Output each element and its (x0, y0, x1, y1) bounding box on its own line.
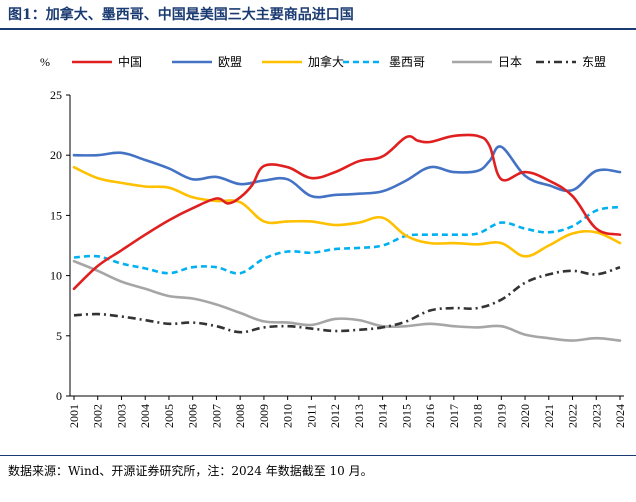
figure-title: 图1：加拿大、墨西哥、中国是美国三大主要商品进口国 (8, 7, 354, 23)
title-divider (0, 28, 636, 30)
y-tick-label: 10 (50, 269, 62, 283)
footer-divider (0, 455, 636, 456)
x-tick-label: 2018 (471, 404, 485, 428)
x-tick-label: 2013 (352, 404, 366, 428)
x-tick-label: 2021 (542, 404, 556, 428)
series-line-加拿大 (72, 165, 622, 258)
series-line-东盟 (73, 265, 621, 334)
legend-label: 加拿大 (308, 54, 344, 69)
y-tick-label: 25 (50, 88, 62, 102)
x-tick-label: 2001 (67, 404, 81, 428)
x-tick-label: 2017 (447, 404, 461, 428)
chart-series (72, 133, 622, 342)
x-tick-label: 2002 (91, 404, 105, 428)
x-tick-label: 2012 (328, 404, 342, 428)
legend-label: 日本 (498, 55, 522, 69)
x-tick-label: 2004 (138, 404, 152, 428)
legend-label: 欧盟 (218, 55, 242, 69)
series-line-日本 (72, 259, 622, 342)
chart-axes: 0 5 10 15 20 25 2001 2002 2003 2004 2005 2006 2007 20… (50, 88, 627, 428)
y-tick-label: 20 (50, 148, 62, 162)
x-tick-label: 2007 (209, 404, 223, 428)
series-line-中国 (72, 133, 622, 291)
x-tick-label: 2009 (257, 404, 271, 428)
y-tick-label: 15 (50, 208, 62, 222)
x-tick-label: 2011 (304, 404, 318, 428)
series-line-欧盟 (72, 145, 622, 199)
x-tick-label: 2022 (566, 404, 580, 428)
x-tick-label: 2020 (518, 404, 532, 428)
line-chart: 0 5 10 15 20 25 2001 2002 2003 2004 2005 2006 2007 20… (40, 54, 627, 428)
x-tick-label: 2016 (423, 404, 437, 428)
x-tick-label: 2008 (233, 404, 247, 428)
legend-label: 中国 (118, 54, 142, 69)
legend-label: 墨西哥 (389, 55, 425, 69)
series-line-墨西哥 (73, 205, 621, 275)
legend-label: 东盟 (582, 55, 606, 69)
x-tick-label: 2003 (114, 404, 128, 428)
x-tick-label: 2015 (399, 404, 413, 428)
x-tick-label: 2005 (162, 404, 176, 428)
x-tick-label: 2019 (494, 404, 508, 428)
y-tick-label: 0 (56, 389, 62, 403)
x-tick-label: 2006 (186, 404, 200, 428)
x-tick-label: 2010 (281, 404, 295, 428)
y-axis-unit-label: % (40, 55, 50, 69)
x-tick-label: 2023 (589, 404, 603, 428)
chart-legend: 中国 欧盟 加拿大 墨西哥 日本 东盟 (72, 54, 606, 69)
x-tick-label: 2014 (376, 404, 390, 428)
y-tick-label: 5 (56, 329, 62, 343)
source-note: 数据来源：Wind、开源证券研究所，注：2024 年数据截至 10 月。 (8, 464, 373, 478)
x-tick-label: 2024 (613, 404, 627, 428)
